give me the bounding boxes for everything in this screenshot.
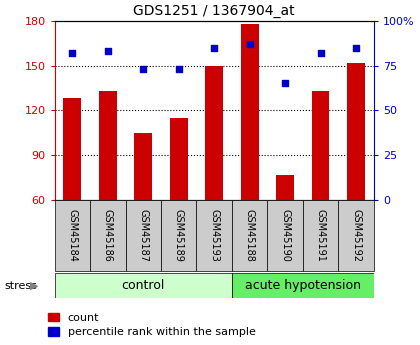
Bar — [339, 200, 374, 271]
Bar — [126, 200, 161, 271]
Point — [140, 66, 147, 72]
Bar — [205, 66, 223, 200]
Point — [176, 66, 182, 72]
Point — [211, 45, 218, 50]
Bar — [268, 200, 303, 271]
Bar — [197, 200, 232, 271]
Bar — [232, 200, 268, 271]
Bar — [90, 200, 126, 271]
Text: GSM45188: GSM45188 — [245, 209, 255, 262]
Text: GSM45193: GSM45193 — [209, 209, 219, 262]
Bar — [232, 273, 374, 298]
Text: ▶: ▶ — [30, 281, 39, 290]
Text: GSM45191: GSM45191 — [315, 209, 326, 262]
Bar — [99, 91, 117, 200]
Bar — [170, 118, 188, 200]
Text: GSM45190: GSM45190 — [280, 209, 290, 262]
Bar — [134, 133, 152, 200]
Point — [353, 45, 360, 50]
Point — [105, 48, 111, 54]
Legend: count, percentile rank within the sample: count, percentile rank within the sample — [47, 313, 255, 337]
Point — [317, 50, 324, 56]
Bar — [55, 273, 232, 298]
Bar — [63, 98, 81, 200]
Text: GSM45187: GSM45187 — [138, 209, 148, 262]
Bar — [312, 91, 329, 200]
Bar — [347, 62, 365, 200]
Text: GSM45192: GSM45192 — [351, 209, 361, 262]
Text: GSM45184: GSM45184 — [67, 209, 77, 262]
Point — [246, 41, 253, 47]
Bar — [241, 24, 259, 200]
Title: GDS1251 / 1367904_at: GDS1251 / 1367904_at — [134, 4, 295, 18]
Text: control: control — [121, 279, 165, 292]
Bar — [303, 200, 339, 271]
Point — [69, 50, 76, 56]
Point — [282, 81, 289, 86]
Bar — [55, 200, 90, 271]
Text: stress: stress — [4, 281, 37, 290]
Text: GSM45186: GSM45186 — [103, 209, 113, 262]
Text: GSM45189: GSM45189 — [174, 209, 184, 262]
Text: acute hypotension: acute hypotension — [245, 279, 361, 292]
Bar — [276, 175, 294, 200]
Bar — [161, 200, 197, 271]
